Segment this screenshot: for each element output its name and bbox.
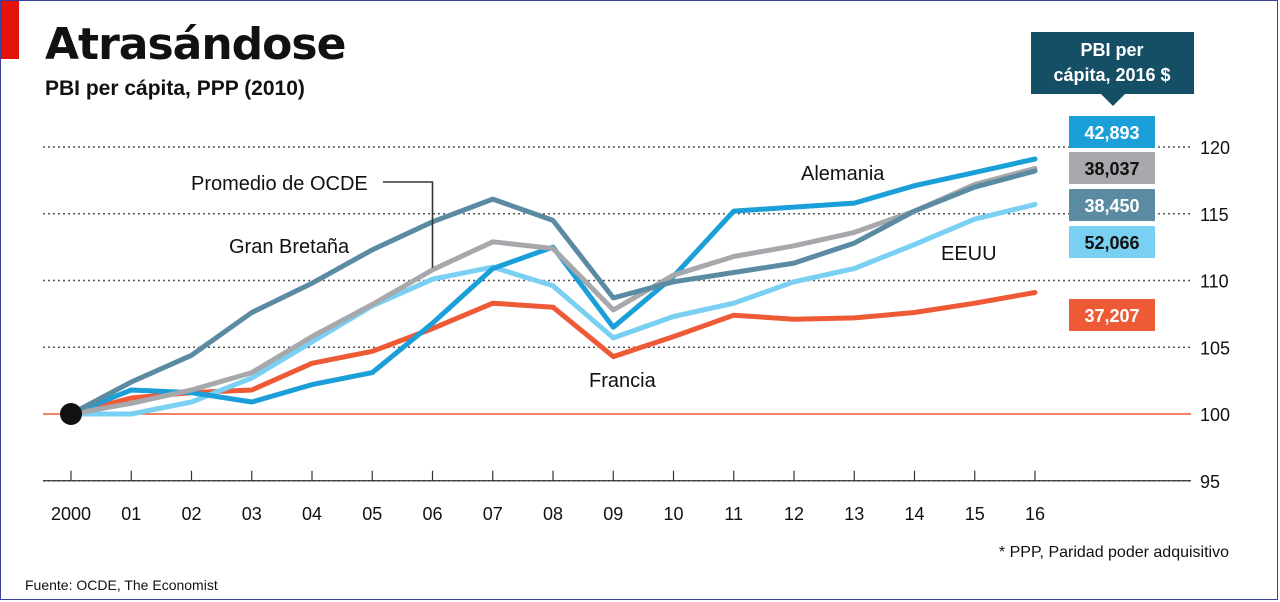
x-tick-label: 2000 (51, 504, 91, 524)
legend-header-line-2: cápita, 2016 $ (1053, 65, 1170, 85)
value-box-eeuu (1069, 226, 1155, 258)
x-tick-label: 15 (965, 504, 985, 524)
footnote: * PPP, Paridad poder adquisitivo (998, 544, 1229, 561)
x-tick-label: 08 (543, 504, 563, 524)
value-box-francia (1069, 299, 1155, 331)
series-label-francia: Francia (589, 370, 657, 392)
x-tick-label: 13 (844, 504, 864, 524)
legend-header-line-1: PBI per (1080, 40, 1143, 60)
start-point-dot (60, 403, 82, 425)
ocde-leader-line (383, 181, 434, 268)
x-tick-label: 01 (121, 504, 141, 524)
value-label-ocde: 38,037 (1084, 159, 1139, 179)
y-tick-label: 110 (1200, 272, 1229, 292)
chart-title: Atrasándose (45, 19, 346, 70)
brand-tab (1, 1, 19, 59)
x-tick-label: 02 (181, 504, 201, 524)
x-tick-label: 11 (724, 504, 743, 524)
x-tick-label: 03 (242, 504, 262, 524)
x-tick-label: 14 (904, 504, 924, 524)
series-line-ocde (68, 165, 1038, 417)
series-line-francia (68, 290, 1038, 417)
series-label-alemania: Alemania (801, 163, 885, 185)
series-line-eeuu (68, 201, 1038, 417)
x-tick-label: 05 (362, 504, 382, 524)
y-tick-label: 95 (1200, 472, 1220, 492)
x-tick-label: 16 (1025, 504, 1045, 524)
series-label-ocde: Promedio de OCDE (191, 173, 368, 195)
source-note: Fuente: OCDE, The Economist (25, 577, 218, 593)
value-label-alemania: 42,893 (1084, 123, 1139, 143)
series-line-gran_bretana (68, 168, 1038, 417)
value-box-alemania (1069, 116, 1155, 148)
y-tick-label: 115 (1200, 205, 1229, 225)
x-tick-label: 12 (784, 504, 804, 524)
value-box-gran_bretana (1069, 189, 1155, 221)
series-label-eeuu: EEUU (941, 243, 997, 265)
x-tick-label: 07 (483, 504, 503, 524)
x-tick-label: 09 (603, 504, 623, 524)
value-label-eeuu: 52,066 (1084, 233, 1139, 253)
value-box-ocde (1069, 152, 1155, 184)
y-tick-label: 105 (1200, 338, 1230, 358)
chart-subtitle: PBI per cápita, PPP (2010) (45, 77, 305, 100)
y-tick-label: 120 (1200, 138, 1230, 158)
x-tick-label: 04 (302, 504, 322, 524)
x-tick-label: 10 (663, 504, 683, 524)
value-label-gran_bretana: 38,450 (1084, 196, 1139, 216)
legend-header-pointer (1101, 94, 1125, 106)
series-label-gran-bretana: Gran Bretaña (229, 236, 350, 258)
value-label-francia: 37,207 (1084, 306, 1139, 326)
x-tick-label: 06 (422, 504, 442, 524)
y-tick-label: 100 (1200, 405, 1230, 425)
legend-header-box (1031, 32, 1194, 94)
